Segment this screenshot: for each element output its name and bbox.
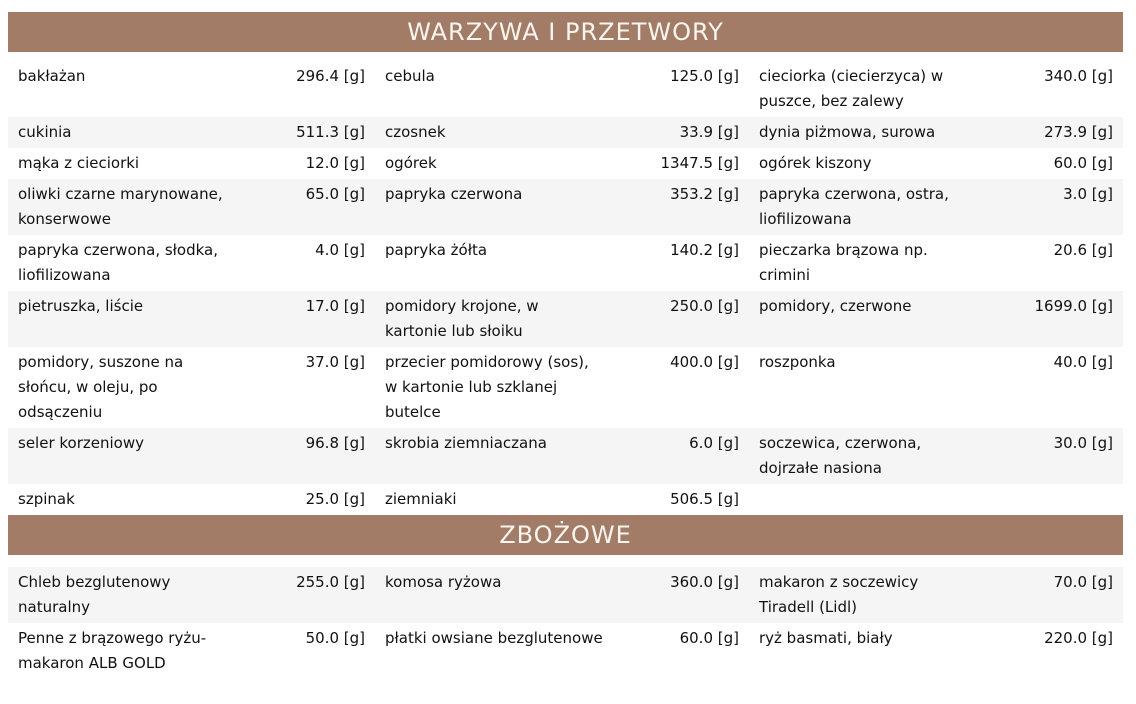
item-weight: 1347.5 [g] xyxy=(660,154,739,172)
item-weight: 96.8 [g] xyxy=(305,434,365,452)
item-weight: 353.2 [g] xyxy=(670,185,739,203)
item-weight: 4.0 [g] xyxy=(315,241,365,259)
item-name: Chleb bezglutenowy naturalny xyxy=(18,573,171,616)
table-row: szpinak 25.0 [g] ziemniaki 506.5 [g] xyxy=(8,484,1123,515)
item-name: papryka czerwona, ostra, liofilizowana xyxy=(759,185,949,228)
item-name: pomidory, czerwone xyxy=(759,297,912,315)
item-weight: 296.4 [g] xyxy=(296,67,365,85)
item-name: mąka z cieciorki xyxy=(18,154,140,172)
item-name: płatki owsiane bezglutenowe xyxy=(385,629,603,647)
item-name: papryka żółta xyxy=(385,241,488,259)
item-weight: 255.0 [g] xyxy=(296,573,365,591)
item-weight: 250.0 [g] xyxy=(670,297,739,315)
item-weight: 20.6 [g] xyxy=(1053,241,1113,259)
item-weight: 511.3 [g] xyxy=(296,123,365,141)
item-weight: 50.0 [g] xyxy=(305,629,365,647)
item-name: cieciorka (ciecierzyca) w puszce, bez za… xyxy=(759,67,944,110)
item-name: dynia piżmowa, surowa xyxy=(759,123,936,141)
section-zbozowe: ZBOŻOWE Chleb bezglutenowy naturalny 255.… xyxy=(8,515,1123,679)
item-weight: 340.0 [g] xyxy=(1044,67,1113,85)
item-name: ziemniaki xyxy=(385,490,457,508)
item-name: papryka czerwona, słodka, liofilizowana xyxy=(18,241,219,284)
ingredients-report: WARZYWA I PRZETWORY bakłażan 296.4 [g] ceb… xyxy=(8,12,1123,679)
item-name: cebula xyxy=(385,67,435,85)
item-weight: 25.0 [g] xyxy=(305,490,365,508)
item-weight: 220.0 [g] xyxy=(1044,629,1113,647)
item-name: ogórek kiszony xyxy=(759,154,872,172)
item-name: seler korzeniowy xyxy=(18,434,144,452)
section-warzywa-i-przetwory: WARZYWA I PRZETWORY bakłażan 296.4 [g] ceb… xyxy=(8,12,1123,515)
item-weight: 6.0 [g] xyxy=(689,434,739,452)
item-name: pomidory, suszone na słońcu, w oleju, po… xyxy=(18,353,184,421)
item-weight: 30.0 [g] xyxy=(1053,434,1113,452)
table-row: pietruszka, liście 17.0 [g] pomidory krojo… xyxy=(8,291,1123,347)
section-title: WARZYWA I PRZETWORY xyxy=(407,18,724,46)
item-weight: 3.0 [g] xyxy=(1063,185,1113,203)
item-weight: 400.0 [g] xyxy=(670,353,739,371)
item-weight xyxy=(1021,487,1123,512)
item-weight: 40.0 [g] xyxy=(1053,353,1113,371)
item-name: czosnek xyxy=(385,123,446,141)
item-weight: 12.0 [g] xyxy=(305,154,365,172)
item-weight: 140.2 [g] xyxy=(670,241,739,259)
table-row: pomidory, suszone na słońcu, w oleju, po… xyxy=(8,347,1123,428)
item-weight: 33.9 [g] xyxy=(679,123,739,141)
item-name: cukinia xyxy=(18,123,72,141)
item-weight: 60.0 [g] xyxy=(1053,154,1113,172)
item-weight: 37.0 [g] xyxy=(305,353,365,371)
item-name: pieczarka brązowa np. crimini xyxy=(759,241,928,284)
item-weight: 1699.0 [g] xyxy=(1034,297,1113,315)
item-name: ryż basmati, biały xyxy=(759,629,893,647)
table-row: Penne z brązowego ryżu- makaron ALB GOLD… xyxy=(8,623,1123,679)
item-name: ogórek xyxy=(385,154,437,172)
item-name: papryka czerwona xyxy=(385,185,523,203)
item-weight: 60.0 [g] xyxy=(679,629,739,647)
item-weight: 70.0 [g] xyxy=(1053,573,1113,591)
table-row: bakłażan 296.4 [g] cebula 125.0 [g] cieciork… xyxy=(8,61,1123,117)
table-row: seler korzeniowy 96.8 [g] skrobia ziemniac… xyxy=(8,428,1123,484)
item-name: przecier pomidorowy (sos), w kartonie lu… xyxy=(385,353,589,421)
item-name: oliwki czarne marynowane, konserwowe xyxy=(18,185,223,228)
table-row: oliwki czarne marynowane, konserwowe 65.0… xyxy=(8,179,1123,235)
item-weight: 360.0 [g] xyxy=(670,573,739,591)
table-row: cukinia 511.3 [g] czosnek 33.9 [g] dynia piż… xyxy=(8,117,1123,148)
table-row: papryka czerwona, słodka, liofilizowana 4… xyxy=(8,235,1123,291)
item-name: makaron z soczewicy Tiradell (Lidl) xyxy=(759,573,919,616)
section-rows: bakłażan 296.4 [g] cebula 125.0 [g] cieciork… xyxy=(8,61,1123,515)
section-header: ZBOŻOWE xyxy=(8,515,1123,555)
item-name: soczewica, czerwona, dojrzałe nasiona xyxy=(759,434,922,477)
item-name: roszponka xyxy=(759,353,836,371)
table-row: mąka z cieciorki 12.0 [g] ogórek 1347.5 [g]… xyxy=(8,148,1123,179)
section-header: WARZYWA I PRZETWORY xyxy=(8,12,1123,52)
item-name: pietruszka, liście xyxy=(18,297,144,315)
item-name: Penne z brązowego ryżu- makaron ALB GOLD xyxy=(18,629,207,672)
item-weight: 125.0 [g] xyxy=(670,67,739,85)
item-name: skrobia ziemniaczana xyxy=(385,434,547,452)
item-weight: 506.5 [g] xyxy=(670,490,739,508)
item-name: komosa ryżowa xyxy=(385,573,502,591)
section-title: ZBOŻOWE xyxy=(499,521,632,549)
section-rows: Chleb bezglutenowy naturalny 255.0 [g] kom… xyxy=(8,567,1123,679)
item-name: szpinak xyxy=(18,490,75,508)
item-weight: 65.0 [g] xyxy=(305,185,365,203)
item-name xyxy=(749,487,1021,512)
item-name: bakłażan xyxy=(18,67,86,85)
item-name: pomidory krojone, w kartonie lub słoiku xyxy=(385,297,539,340)
item-weight: 273.9 [g] xyxy=(1044,123,1113,141)
table-row: Chleb bezglutenowy naturalny 255.0 [g] kom… xyxy=(8,567,1123,623)
item-weight: 17.0 [g] xyxy=(305,297,365,315)
